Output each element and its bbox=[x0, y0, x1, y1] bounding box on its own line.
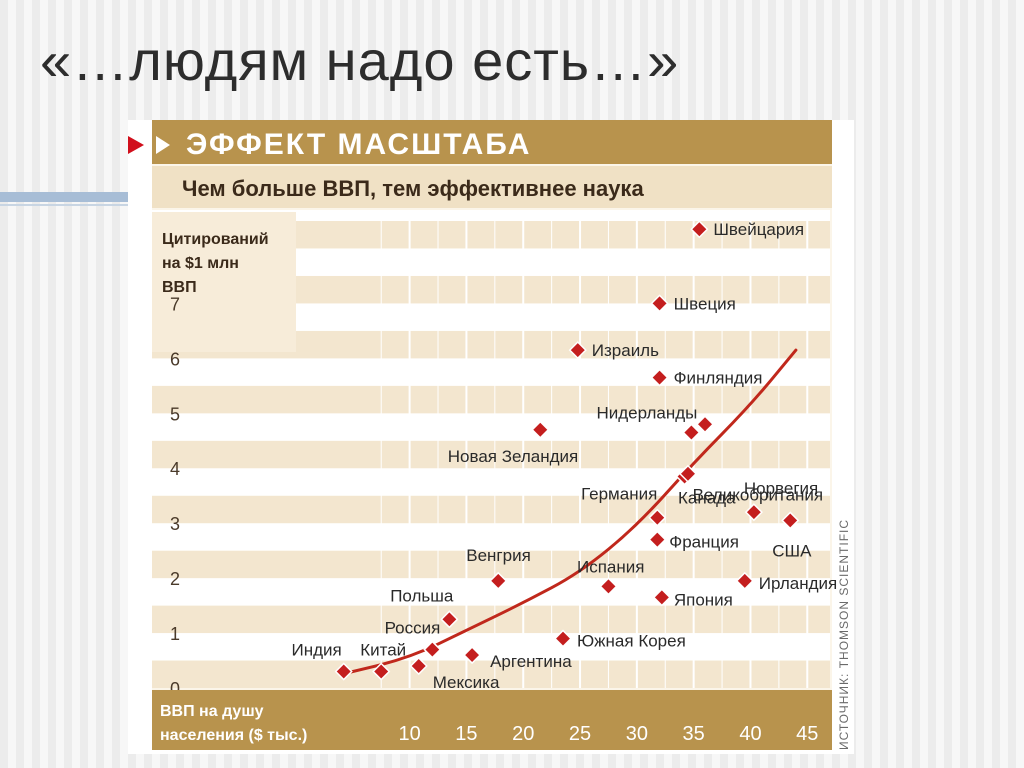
data-point bbox=[648, 508, 667, 527]
grid-band bbox=[152, 633, 830, 661]
chart-banner bbox=[152, 120, 832, 164]
grid-band bbox=[152, 495, 830, 524]
data-point bbox=[650, 368, 669, 387]
data-label: Польша bbox=[390, 586, 454, 605]
y-axis-label: Цитирований bbox=[162, 231, 269, 248]
data-label: Финляндия bbox=[674, 369, 763, 388]
data-label: Израиль bbox=[592, 341, 659, 360]
data-point bbox=[372, 662, 391, 681]
grid-band bbox=[152, 550, 830, 579]
banner-arrow-icon bbox=[128, 136, 144, 154]
grid-band bbox=[152, 523, 830, 551]
data-label: Южная Корея bbox=[577, 632, 686, 651]
x-axis-label: ВВП на душу bbox=[160, 703, 264, 720]
data-point bbox=[744, 503, 763, 522]
data-label: Великобритания bbox=[693, 485, 824, 504]
grid-band bbox=[152, 440, 830, 469]
data-point bbox=[735, 571, 754, 590]
grid-band bbox=[152, 468, 830, 496]
data-point bbox=[553, 629, 573, 648]
ylabel-box bbox=[152, 212, 296, 352]
x-tick-label: 30 bbox=[626, 723, 648, 745]
grid-band bbox=[152, 210, 830, 221]
subtitle-strip bbox=[152, 166, 832, 208]
grid-band bbox=[152, 660, 830, 688]
data-point bbox=[650, 294, 669, 313]
data-label: Германия bbox=[581, 485, 657, 504]
y-axis-label: ВВП bbox=[162, 279, 197, 296]
banner-arrow-inner-icon bbox=[156, 136, 170, 154]
y-tick-label: 5 bbox=[170, 404, 180, 424]
y-tick-label: 2 bbox=[170, 569, 180, 589]
x-tick-label: 45 bbox=[796, 723, 818, 745]
accent-bar bbox=[0, 192, 130, 202]
data-point bbox=[531, 420, 550, 439]
data-label: Швейцария bbox=[713, 220, 804, 239]
data-label: Норвегия bbox=[744, 479, 818, 498]
data-label: Швеция bbox=[674, 294, 736, 313]
data-point bbox=[690, 220, 709, 239]
x-axis-label: населения ($ тыс.) bbox=[160, 727, 307, 744]
y-tick-label: 0 bbox=[170, 679, 180, 699]
data-point bbox=[440, 610, 459, 629]
x-axis-strip bbox=[152, 690, 832, 750]
trend-line bbox=[339, 348, 798, 676]
data-label: Новая Зеландия bbox=[448, 447, 579, 466]
data-label: Нидерланды bbox=[596, 404, 697, 423]
data-label: Венгрия bbox=[466, 546, 531, 565]
data-label: Франция bbox=[669, 533, 739, 552]
x-tick-label: 15 bbox=[455, 723, 477, 745]
data-point bbox=[682, 423, 701, 442]
data-point bbox=[678, 464, 698, 483]
x-tick-label: 25 bbox=[569, 723, 591, 745]
y-tick-label: 7 bbox=[170, 294, 180, 314]
data-point bbox=[781, 511, 800, 530]
x-tick-label: 35 bbox=[683, 723, 705, 745]
data-point bbox=[648, 530, 667, 549]
x-tick-label: 10 bbox=[398, 723, 420, 745]
slide-title: «…людям надо есть…» bbox=[40, 29, 680, 92]
data-label: Ирландия bbox=[759, 574, 837, 593]
y-axis-label: на $1 млн bbox=[162, 255, 239, 272]
data-point bbox=[409, 656, 428, 676]
y-tick-label: 1 bbox=[170, 624, 180, 644]
grid-band bbox=[152, 578, 830, 606]
data-point bbox=[568, 341, 587, 360]
scatter-chart: ЭФФЕКТ МАСШТАБА Чем больше ВВП, тем эффек… bbox=[128, 120, 854, 754]
data-label: Россия bbox=[385, 619, 441, 638]
data-label: Япония bbox=[674, 590, 733, 609]
data-point bbox=[463, 645, 482, 665]
chart-subtitle: Чем больше ВВП, тем эффективнее наука bbox=[182, 176, 644, 201]
y-tick-label: 3 bbox=[170, 514, 180, 534]
grid-band bbox=[152, 413, 830, 441]
data-point bbox=[334, 662, 353, 681]
data-label: Канада bbox=[678, 489, 736, 508]
chart-figure: ЭФФЕКТ МАСШТАБА Чем больше ВВП, тем эффек… bbox=[128, 120, 854, 754]
data-label: Аргентина bbox=[490, 652, 572, 671]
data-point bbox=[489, 571, 508, 590]
x-tick-label: 20 bbox=[512, 723, 534, 745]
data-point bbox=[652, 588, 671, 607]
y-tick-label: 4 bbox=[170, 459, 180, 479]
data-label: Испания bbox=[577, 557, 644, 576]
data-label: Китай bbox=[360, 641, 406, 660]
x-tick-label: 40 bbox=[739, 723, 761, 745]
data-point bbox=[423, 640, 442, 659]
data-label: Мексика bbox=[433, 673, 500, 692]
data-point bbox=[599, 577, 618, 596]
grid-band bbox=[152, 358, 830, 386]
data-label: США bbox=[772, 541, 812, 560]
data-label: Индия bbox=[291, 641, 341, 660]
grid-band bbox=[152, 385, 830, 414]
source-label: ИСТОЧНИК: THOMSON SCIENTIFIC bbox=[837, 519, 851, 750]
chart-title: ЭФФЕКТ МАСШТАБА bbox=[186, 128, 531, 161]
y-tick-label: 6 bbox=[170, 349, 180, 369]
accent-line bbox=[0, 204, 130, 206]
data-point bbox=[695, 415, 715, 434]
